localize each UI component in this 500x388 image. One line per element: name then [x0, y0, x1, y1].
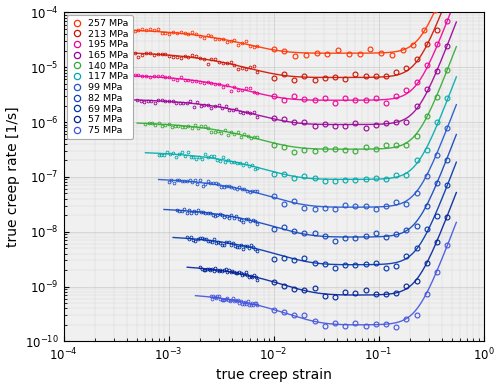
Legend: 257 MPa, 213 MPa, 195 MPa, 165 MPa, 140 MPa, 117 MPa, 99 MPa, 82 MPa, 69 MPa, 57: 257 MPa, 213 MPa, 195 MPa, 165 MPa, 140 …: [66, 15, 132, 139]
X-axis label: true creep strain: true creep strain: [216, 369, 332, 383]
Y-axis label: true creep rate [1/s]: true creep rate [1/s]: [6, 107, 20, 247]
